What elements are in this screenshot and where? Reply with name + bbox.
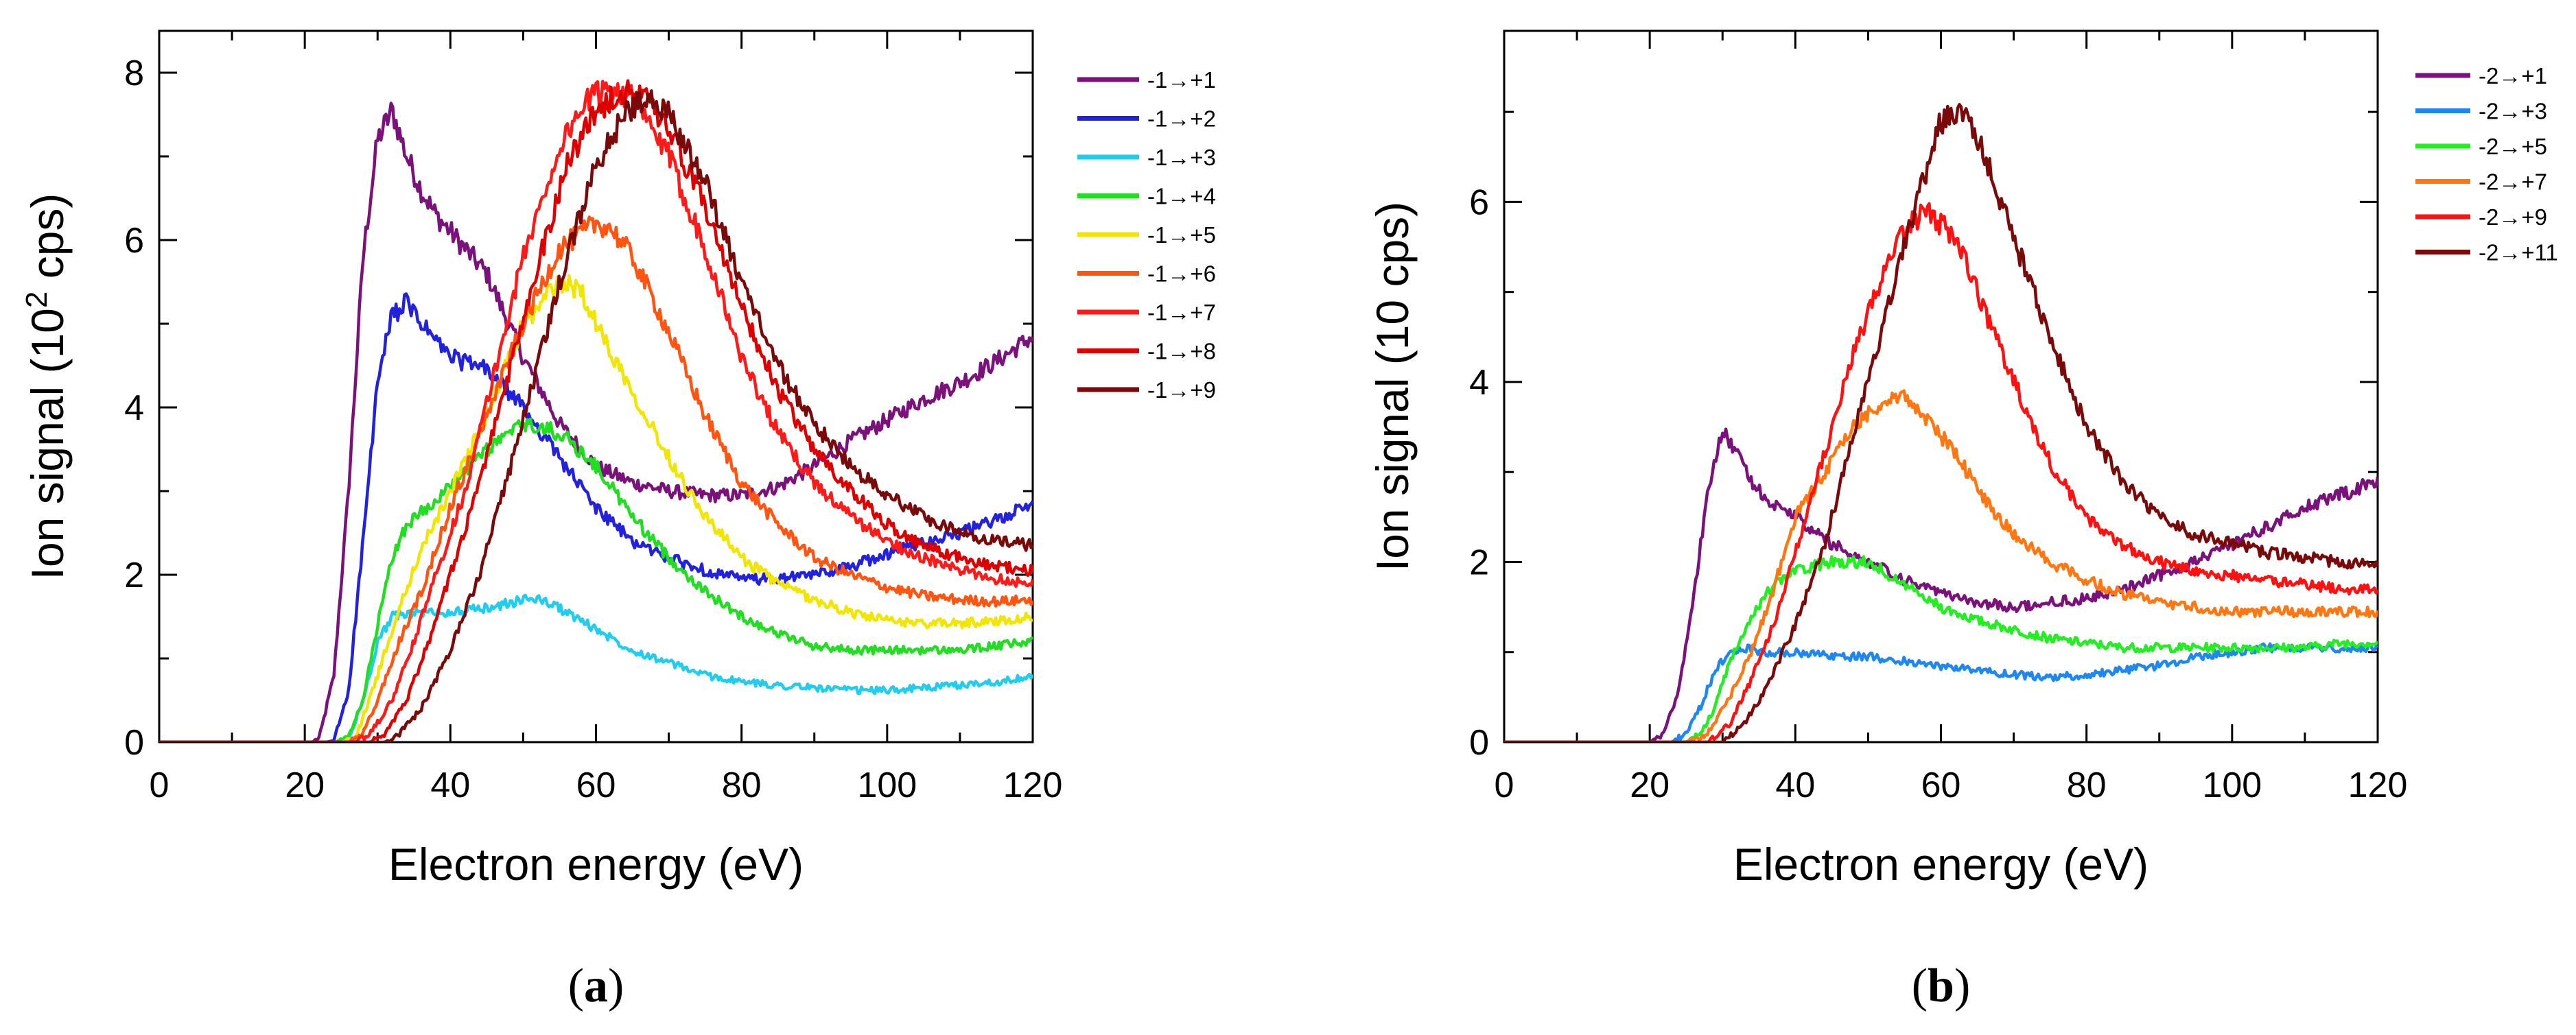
y-tick-label: 0 [124, 723, 144, 763]
panel-b: Ion signal (10 cps) Electron energy (eV)… [1367, 29, 2558, 890]
x-tick-label: 60 [576, 765, 616, 805]
series-line [159, 79, 1033, 742]
panel-caption-b: (b) [1912, 960, 1971, 1012]
legend-entry: -1→+5 [1147, 222, 1216, 248]
series-line [1504, 389, 2378, 742]
series-line [1504, 555, 2378, 742]
x-axis-title: Electron energy (eV) [1733, 839, 2148, 890]
legend-entry: -1→+8 [1147, 339, 1216, 364]
panel-a: Ion signal (102 cps) Electron energy (eV… [20, 29, 1216, 890]
y-axis-title: Ion signal (10 cps) [1367, 202, 1418, 571]
y-tick-label: 2 [1469, 543, 1489, 582]
legend-entry: -2→+7 [2479, 169, 2547, 195]
y-tick-label: 2 [124, 556, 144, 595]
x-tick-label: 0 [150, 765, 169, 805]
y-axis-title-superscript: 2 [20, 292, 54, 308]
series-line [159, 417, 1033, 742]
x-tick-label: 120 [2348, 765, 2408, 805]
legend-entry: -1→+6 [1147, 261, 1216, 287]
panel-caption-a: (a) [568, 960, 624, 1012]
x-tick-label: 20 [1630, 765, 1670, 805]
legend-entry: -2→+11 [2479, 240, 2558, 265]
series-line [159, 215, 1033, 742]
x-tick-label: 20 [285, 765, 325, 805]
legend-entry: -1→+3 [1147, 145, 1216, 170]
series-line [159, 292, 1033, 742]
y-tick-label: 6 [124, 221, 144, 261]
series-line [159, 102, 1033, 742]
legend-entry: -1→+4 [1147, 184, 1216, 209]
series-line [159, 274, 1033, 742]
y-axis-title-tail: cps) [22, 193, 73, 292]
x-tick-label: 0 [1495, 765, 1514, 805]
x-axis-title: Electron energy (eV) [388, 839, 804, 890]
legend-entry: -2→+3 [2479, 99, 2547, 124]
legend-entry: -2→+9 [2479, 204, 2547, 230]
legend-entry: -1→+9 [1147, 377, 1216, 403]
y-tick-label: 8 [124, 53, 144, 93]
x-tick-label: 40 [430, 765, 470, 805]
legend-entry: -2→+5 [2479, 134, 2547, 159]
legend-entry: -1→+2 [1147, 106, 1216, 132]
y-tick-label: 4 [1469, 363, 1489, 403]
x-tick-label: 40 [1775, 765, 1815, 805]
y-axis-title: Ion signal (102 cps) [20, 193, 73, 580]
plot-frame [158, 29, 1034, 743]
x-tick-label: 80 [722, 765, 762, 805]
x-tick-label: 100 [857, 765, 917, 805]
caption-letter: b [1928, 960, 1954, 1012]
series-line [1504, 642, 2378, 742]
series-line [159, 80, 1033, 742]
plot-frame [1503, 29, 2379, 743]
x-tick-label: 120 [1003, 765, 1063, 805]
caption-letter: a [584, 960, 608, 1012]
y-tick-label: 6 [1469, 182, 1489, 222]
legend-entry: -1→+7 [1147, 300, 1216, 325]
series-line [1504, 103, 2378, 742]
series-line [159, 89, 1033, 742]
series-line [159, 593, 1033, 742]
x-tick-label: 100 [2202, 765, 2262, 805]
y-tick-label: 4 [124, 388, 144, 428]
x-tick-label: 60 [1921, 765, 1961, 805]
y-tick-label: 0 [1469, 723, 1489, 763]
legend-entry: -2→+1 [2479, 63, 2547, 88]
series-line [1504, 427, 2378, 742]
x-tick-label: 80 [2067, 765, 2107, 805]
legend-entry: -1→+1 [1147, 67, 1216, 93]
series-line [1504, 202, 2378, 742]
